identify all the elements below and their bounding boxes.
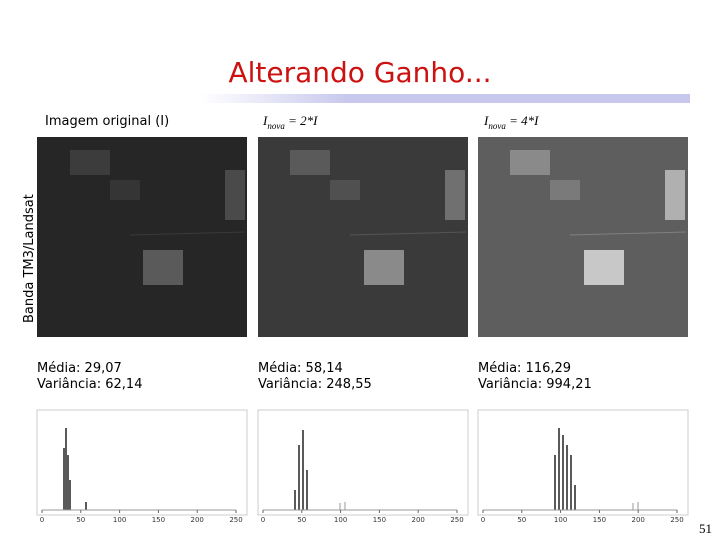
tick-label: 50 bbox=[76, 516, 85, 524]
column-label: Inova = 2*I bbox=[262, 113, 318, 131]
tick-label: 250 bbox=[450, 516, 463, 524]
tick-label: 150 bbox=[593, 516, 606, 524]
tick-label: 50 bbox=[297, 516, 306, 524]
variance: Variância: 62,14 bbox=[37, 377, 142, 392]
column-label: Inova = 4*I bbox=[483, 113, 539, 131]
mean: Média: 29,07 bbox=[37, 361, 122, 376]
satellite-image bbox=[37, 137, 247, 337]
page-number: 51 bbox=[699, 521, 712, 536]
tick-label: 100 bbox=[113, 516, 126, 524]
tick-label: 100 bbox=[554, 516, 567, 524]
column-label: Imagem original (I) bbox=[45, 114, 169, 129]
histogram bbox=[477, 409, 689, 516]
tick-label: 250 bbox=[670, 516, 683, 524]
tick-label: 200 bbox=[191, 516, 204, 524]
label-base: I bbox=[483, 113, 489, 128]
label-sub: nova bbox=[267, 121, 285, 131]
mean: Média: 116,29 bbox=[478, 361, 571, 376]
tick-label: 0 bbox=[261, 516, 265, 524]
tick-label: 200 bbox=[632, 516, 645, 524]
satellite-image bbox=[258, 137, 468, 337]
tick-label: 50 bbox=[517, 516, 526, 524]
variance: Variância: 248,55 bbox=[258, 377, 372, 392]
tick-label: 250 bbox=[229, 516, 242, 524]
side-label: Banda TM3/Landsat bbox=[22, 194, 37, 323]
tick-label: 100 bbox=[334, 516, 347, 524]
satellite-image bbox=[478, 137, 688, 337]
title-underline bbox=[200, 94, 690, 103]
histogram bbox=[36, 409, 248, 516]
tick-label: 0 bbox=[481, 516, 485, 524]
variance: Variância: 994,21 bbox=[478, 377, 592, 392]
mean: Média: 58,14 bbox=[258, 361, 343, 376]
label-rest: = 4*I bbox=[506, 113, 539, 128]
tick-label: 200 bbox=[412, 516, 425, 524]
slide-title: Alterando Ganho... bbox=[228, 56, 491, 89]
tick-label: 150 bbox=[152, 516, 165, 524]
histogram bbox=[257, 409, 469, 516]
label-base: I bbox=[262, 113, 268, 128]
label-rest: = 2*I bbox=[285, 113, 318, 128]
tick-label: 0 bbox=[40, 516, 44, 524]
label-sub: nova bbox=[488, 121, 506, 131]
tick-label: 150 bbox=[373, 516, 386, 524]
